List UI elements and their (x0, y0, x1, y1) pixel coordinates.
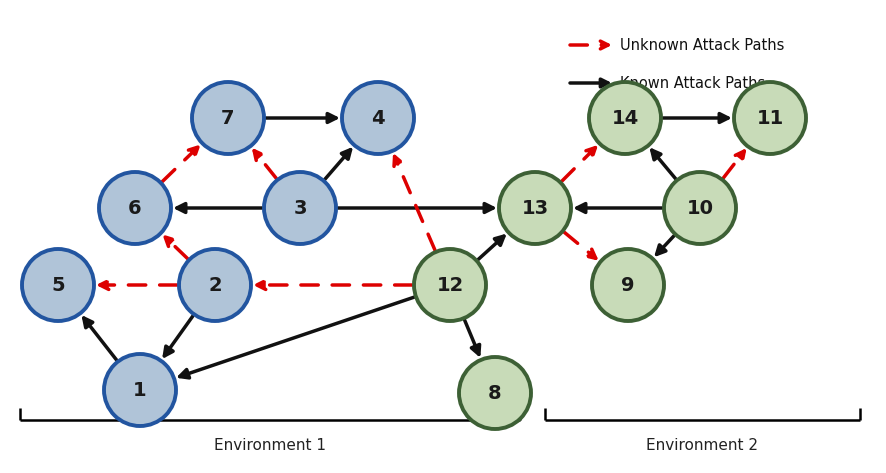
Circle shape (589, 82, 661, 154)
Circle shape (104, 354, 176, 426)
Text: 6: 6 (128, 199, 142, 218)
Text: Environment 1: Environment 1 (214, 438, 326, 453)
Text: 14: 14 (611, 108, 639, 128)
Text: 8: 8 (488, 384, 501, 403)
Text: 9: 9 (621, 275, 634, 295)
Text: 7: 7 (222, 108, 235, 128)
Text: 4: 4 (371, 108, 385, 128)
Circle shape (342, 82, 414, 154)
Text: 5: 5 (51, 275, 65, 295)
Circle shape (179, 249, 251, 321)
Text: 3: 3 (293, 199, 307, 218)
Text: 13: 13 (522, 199, 548, 218)
Circle shape (192, 82, 264, 154)
Text: 1: 1 (133, 380, 147, 400)
Circle shape (734, 82, 806, 154)
Circle shape (592, 249, 664, 321)
Circle shape (264, 172, 336, 244)
Circle shape (99, 172, 171, 244)
Text: Known Attack Paths: Known Attack Paths (620, 76, 766, 90)
Text: 2: 2 (208, 275, 222, 295)
Circle shape (459, 357, 531, 429)
Text: Environment 2: Environment 2 (647, 438, 758, 453)
Circle shape (499, 172, 571, 244)
Text: 12: 12 (437, 275, 463, 295)
Circle shape (664, 172, 736, 244)
Circle shape (22, 249, 94, 321)
Text: 11: 11 (757, 108, 783, 128)
Text: 10: 10 (687, 199, 713, 218)
Circle shape (414, 249, 486, 321)
Text: Unknown Attack Paths: Unknown Attack Paths (620, 37, 784, 53)
